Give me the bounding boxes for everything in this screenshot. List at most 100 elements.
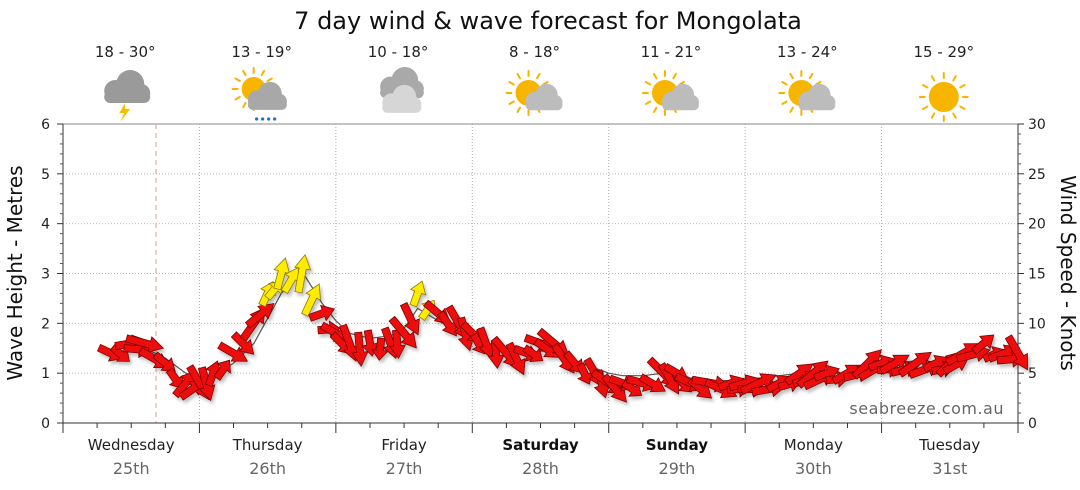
temp-range: 18 - 30° [95, 43, 156, 61]
wind-arrow [217, 341, 249, 362]
cloud-shape [382, 84, 422, 113]
wind-arrow [301, 283, 321, 317]
day-label: Tuesday [918, 436, 980, 454]
sun-ray [922, 84, 929, 89]
temp-range: 15 - 29° [913, 43, 974, 61]
sun-ray [542, 81, 549, 86]
wind-arrow [783, 363, 814, 386]
wind-arrow [244, 302, 275, 329]
watermark: seabreeze.com.au [849, 399, 1004, 418]
day-label: Sunday [646, 436, 709, 454]
sun-ray [266, 77, 273, 82]
wind-arrow [897, 351, 932, 378]
wind-arrow [308, 304, 336, 322]
day-label: Thursday [232, 436, 303, 454]
right-tick-label: 15 [1028, 267, 1046, 283]
wind-arrow [371, 337, 389, 361]
day-label: Friday [381, 436, 427, 454]
sun-ray [652, 106, 658, 114]
sunny-icon [918, 72, 969, 122]
partly-cloudy-icon [641, 70, 699, 116]
wind-arrow [620, 379, 643, 397]
sun-ray [781, 81, 788, 86]
cloud-base [525, 100, 563, 111]
wind-arrow [273, 257, 291, 291]
partly-cloudy-rain-icon [231, 67, 287, 121]
wind-arrow [505, 341, 526, 376]
wind-arrow [476, 326, 495, 360]
sun-ray [652, 72, 658, 80]
left-axis: 0 1 2 3 4 5 6 [41, 117, 64, 432]
left-tick-label: 0 [41, 416, 50, 432]
left-tick-label: 5 [41, 167, 50, 183]
sun-ray [952, 75, 957, 82]
wind-arrow [388, 329, 407, 359]
cloud-base [247, 99, 287, 110]
right-tick-label: 0 [1028, 416, 1037, 432]
sun-ray [516, 72, 521, 80]
cloudy-icon [380, 66, 424, 113]
day-label: Saturday [502, 436, 579, 454]
wind-arrow [1004, 334, 1028, 371]
date-label: 30th [795, 459, 832, 478]
cloud-base [104, 91, 151, 103]
sun-ray [536, 72, 541, 80]
cloud-shape [798, 83, 836, 111]
wind-arrow [487, 339, 505, 369]
left-tick-label: 6 [41, 117, 50, 133]
cloud-shape [525, 83, 563, 111]
rain-drop [261, 117, 265, 121]
rain-drop [273, 117, 277, 121]
sun-disc [928, 82, 959, 112]
wind-arrow [204, 360, 222, 388]
wind-arrow [388, 315, 417, 349]
sun-ray [959, 84, 966, 89]
right-tick-label: 20 [1028, 217, 1046, 233]
cloud-shape [104, 70, 151, 103]
sun-ray [672, 72, 677, 80]
day-label: Wednesday [88, 436, 175, 454]
right-tick-label: 30 [1028, 117, 1046, 133]
wind-speed-series [96, 253, 1028, 403]
lightning-bolt [119, 103, 131, 122]
date-label: 26th [249, 459, 286, 478]
sun-ray [242, 69, 247, 77]
wind-arrow [230, 331, 255, 355]
cloud-base [662, 100, 699, 111]
date-label: 31st [932, 459, 967, 478]
sun-ray [781, 100, 788, 105]
sun-ray [234, 77, 241, 82]
sun-ray [242, 101, 247, 109]
wind-arrow [213, 359, 231, 381]
temp-range: 8 - 18° [509, 43, 560, 61]
partly-cloudy-icon [778, 70, 836, 116]
sun-ray [815, 81, 822, 86]
left-tick-label: 3 [41, 267, 50, 283]
wind-arrow [601, 373, 627, 403]
wind-arrow [125, 334, 165, 353]
right-tick-label: 25 [1028, 167, 1046, 183]
temp-range: 10 - 18° [368, 43, 429, 61]
cloud-shape [247, 81, 287, 110]
wind-arrow [638, 373, 666, 393]
daily-summary-row: 18 - 30° 13 - 19° 10 - 18° 8 - 18° 11 - 21° 1… [95, 43, 974, 122]
wind-arrow [436, 310, 457, 337]
sun-ray [930, 112, 936, 119]
sun-ray [508, 100, 515, 105]
wind-arrow [351, 331, 369, 368]
right-tick-label: 5 [1028, 366, 1037, 382]
chart-title: 7 day wind & wave forecast for Mongolata [294, 7, 802, 35]
thunderstorm-icon [104, 70, 151, 122]
sun-ray [508, 81, 515, 86]
wind-arrow [971, 334, 995, 355]
cloud-base [382, 102, 422, 113]
sun-ray [260, 69, 266, 77]
sun-ray [678, 81, 685, 86]
sun-ray [516, 106, 521, 114]
sun-ray [789, 72, 794, 80]
sun-ray [644, 81, 652, 86]
x-axis: Wednesday 25th Thursday 26th Friday 27th Satur… [62, 422, 1019, 478]
temp-range: 13 - 19° [231, 43, 292, 61]
cloud-base [798, 100, 836, 111]
